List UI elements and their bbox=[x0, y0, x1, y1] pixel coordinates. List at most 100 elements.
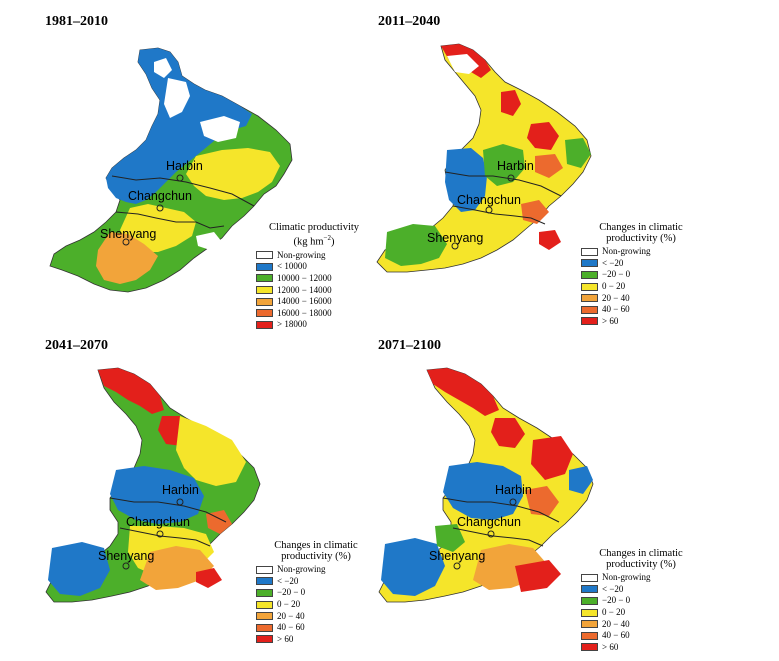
map-panel-1981-2010: 1981–2010 Harbin Changchun Shenyang Clim… bbox=[0, 0, 390, 330]
legend-swatch bbox=[581, 596, 598, 605]
legend-label: > 60 bbox=[602, 641, 619, 652]
legend-item: < −20 bbox=[581, 584, 701, 596]
zone-green-1 bbox=[435, 524, 465, 552]
legend-label: Non-growing bbox=[602, 246, 651, 257]
harbin-marker bbox=[176, 498, 184, 506]
legend-label: −20 − 0 bbox=[602, 595, 631, 606]
legend-swatch bbox=[581, 585, 598, 594]
zone-blue-west bbox=[48, 542, 110, 596]
shenyang-marker bbox=[122, 238, 130, 246]
legend-swatch bbox=[256, 623, 273, 632]
legend-item: < −20 bbox=[256, 576, 376, 588]
legend-swatch bbox=[581, 317, 598, 326]
changchun-marker bbox=[156, 204, 164, 212]
legend-item: 16000 − 18000 bbox=[256, 307, 372, 319]
map-panel-2041-2070: 2041–2070 Harbin Changchun Shenyang Chan… bbox=[0, 330, 390, 661]
legend-item: Non-growing bbox=[256, 250, 372, 262]
zone-orange-south bbox=[96, 232, 158, 284]
legend-unit-base: (kg hm bbox=[293, 236, 324, 248]
legend-swatch bbox=[256, 600, 273, 609]
legend-changes: Changes in climatic productivity (%) Non… bbox=[256, 540, 376, 645]
legend-label: 12000 − 14000 bbox=[277, 284, 332, 295]
zone-non-growing-1 bbox=[164, 78, 190, 118]
zone-orange-east bbox=[206, 510, 232, 534]
harbin-label: Harbin bbox=[495, 483, 532, 497]
legend-changes: Changes in climatic productivity (%) Non… bbox=[581, 548, 701, 653]
legend-label: Non-growing bbox=[602, 572, 651, 583]
legend-item: 40 − 60 bbox=[581, 630, 701, 642]
legend-unit: (kg hm−2) bbox=[256, 233, 372, 248]
shenyang-marker bbox=[122, 562, 130, 570]
legend-item: 20 − 40 bbox=[581, 618, 701, 630]
legend-title-line1: Climatic productivity bbox=[268, 222, 360, 233]
legend-label: 0 − 20 bbox=[277, 599, 301, 610]
legend-label: 0 − 20 bbox=[602, 281, 626, 292]
legend-swatch bbox=[256, 309, 273, 318]
zone-non-growing-2 bbox=[200, 116, 240, 142]
zone-blue-east bbox=[569, 466, 593, 494]
legend-label: 10000 − 12000 bbox=[277, 272, 332, 283]
legend-label: 20 − 40 bbox=[602, 618, 630, 629]
zone-red-south bbox=[196, 568, 222, 588]
legend-swatch bbox=[256, 262, 273, 271]
period-title: 2071–2100 bbox=[378, 338, 441, 353]
legend-label: 20 − 40 bbox=[277, 610, 305, 621]
legend-title-line1: Changes in climatic bbox=[599, 548, 683, 559]
changchun-label: Changchun bbox=[128, 189, 192, 203]
province-boundary bbox=[442, 497, 560, 547]
shenyang-label: Shenyang bbox=[427, 231, 483, 245]
legend-item: > 60 bbox=[581, 642, 701, 654]
legend-label: 40 − 60 bbox=[602, 304, 630, 315]
zone-green-west bbox=[385, 224, 447, 266]
legend-item: 40 − 60 bbox=[581, 304, 701, 316]
legend-item: 20 − 40 bbox=[581, 292, 701, 304]
changchun-marker bbox=[487, 530, 495, 538]
legend-label: 16000 − 18000 bbox=[277, 307, 332, 318]
legend-item: Non-growing bbox=[581, 246, 701, 258]
legend-items: Non-growing < 10000 10000 − 12000 12000 − 1… bbox=[256, 250, 372, 331]
legend-label: −20 − 0 bbox=[277, 587, 306, 598]
legend-label: Non-growing bbox=[277, 249, 326, 260]
legend-swatch bbox=[581, 608, 598, 617]
zone-blue-west bbox=[381, 538, 445, 596]
zone-non-growing-4 bbox=[196, 232, 222, 250]
legend-swatch bbox=[581, 270, 598, 279]
province-boundary bbox=[109, 497, 227, 547]
legend-label: < −20 bbox=[602, 583, 624, 594]
legend-label: −20 − 0 bbox=[602, 269, 631, 280]
harbin-marker bbox=[509, 498, 517, 506]
changchun-marker bbox=[485, 206, 493, 214]
legend-item: 0 − 20 bbox=[581, 281, 701, 293]
legend-swatch bbox=[256, 251, 273, 260]
zone-red-south bbox=[539, 230, 561, 250]
province-boundary bbox=[444, 171, 562, 225]
legend-label: < −20 bbox=[602, 257, 624, 268]
legend-swatch bbox=[256, 565, 273, 574]
legend-item: > 60 bbox=[256, 634, 376, 646]
zone-red-1 bbox=[501, 90, 521, 116]
changchun-label: Changchun bbox=[457, 193, 521, 207]
legend-label: 14000 − 16000 bbox=[277, 296, 332, 307]
legend-item: Non-growing bbox=[256, 564, 376, 576]
harbin-label: Harbin bbox=[162, 483, 199, 497]
shenyang-label: Shenyang bbox=[100, 227, 156, 241]
zone-blue-central bbox=[443, 462, 523, 520]
legend-label: > 18000 bbox=[277, 319, 307, 330]
legend-swatch bbox=[581, 259, 598, 268]
legend-item: Non-growing bbox=[581, 572, 701, 584]
zone-non-growing-north bbox=[447, 54, 479, 74]
northeast-china-map: Harbin Changchun Shenyang bbox=[376, 43, 592, 273]
legend-swatch bbox=[256, 274, 273, 283]
zone-blue-west bbox=[445, 148, 487, 212]
legend-swatch bbox=[581, 573, 598, 582]
legend-swatch bbox=[256, 612, 273, 621]
zone-red-north bbox=[427, 368, 499, 416]
legend-label: 40 − 60 bbox=[277, 622, 305, 633]
period-title: 2011–2040 bbox=[378, 14, 441, 29]
legend-item: −20 − 0 bbox=[581, 595, 701, 607]
legend-title: Changes in climatic productivity (%) bbox=[581, 548, 701, 570]
northeast-china-map: Harbin Changchun Shenyang bbox=[45, 367, 261, 603]
zone-yellow-ring bbox=[176, 416, 246, 486]
